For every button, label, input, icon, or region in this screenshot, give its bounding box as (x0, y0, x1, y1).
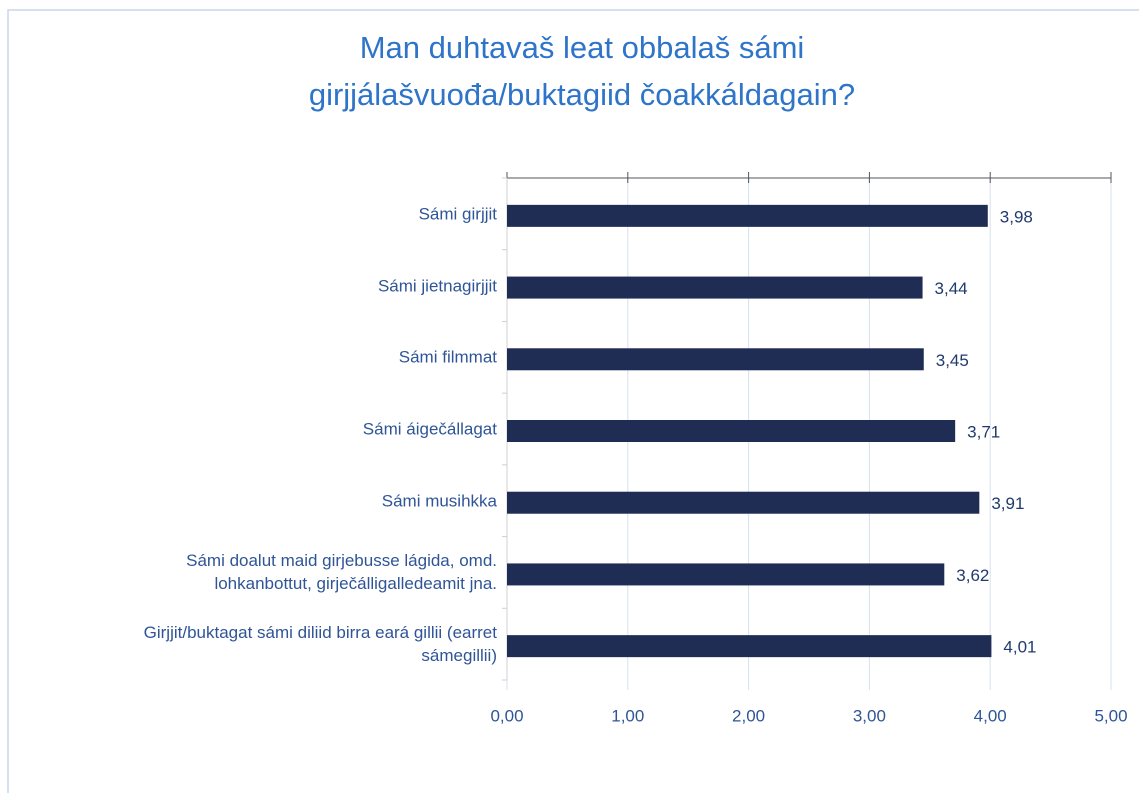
bar (507, 204, 988, 227)
y-tick-label: Sámi musihkka (381, 491, 497, 511)
value-label: 3,44 (935, 279, 968, 298)
bar (507, 420, 956, 442)
chart-title: Man duhtavaš leat obbalaš sámi girjjálašv… (309, 30, 855, 112)
bar (507, 348, 924, 371)
bar (507, 563, 945, 586)
y-tick-label: Sámi jietnagirjjit (377, 276, 497, 296)
value-label: 3,45 (936, 351, 969, 370)
value-label: 3,71 (967, 422, 1000, 441)
bar (507, 276, 923, 299)
title-line: girjjálašvuođa/buktagiid čoakkáldagain? (309, 77, 855, 112)
value-label: 4,01 (1003, 638, 1036, 657)
chart-frame (7, 9, 1139, 793)
x-tick-label: 3,00 (853, 706, 886, 725)
x-tick-label: 0,00 (490, 706, 523, 725)
value-label: 3,62 (956, 566, 989, 585)
x-tick-label: 4,00 (974, 706, 1007, 725)
x-tick-label: 5,00 (1094, 706, 1127, 725)
y-tick-label: Girjjit/buktagat sámi diliid birra eará … (143, 623, 497, 666)
x-tick-label: 1,00 (611, 706, 644, 725)
x-tick-label: 2,00 (732, 706, 765, 725)
y-tick-label: Sámi girjjit (418, 204, 497, 224)
value-label: 3,98 (1000, 207, 1033, 226)
y-tick-label: Sámi filmmat (398, 347, 497, 367)
y-tick-label: Sámi doalut maid girjebusse lágida, omd.… (186, 551, 497, 594)
bar (507, 491, 980, 514)
value-label: 3,91 (991, 494, 1024, 513)
title-line: Man duhtavaš leat obbalaš sámi (360, 30, 805, 65)
y-tick-label: Sámi áigečállagat (362, 419, 497, 439)
bar (507, 635, 992, 658)
